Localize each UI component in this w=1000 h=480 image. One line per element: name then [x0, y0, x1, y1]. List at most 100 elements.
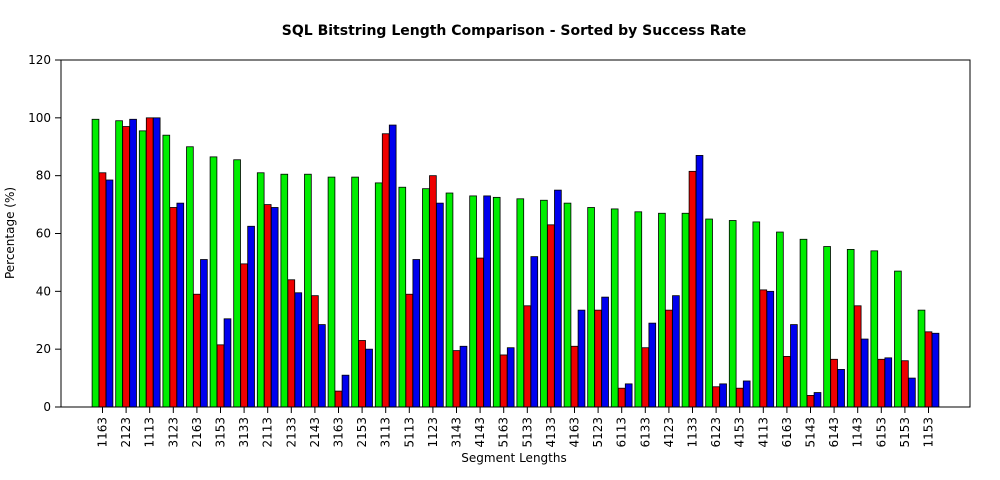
- bar-series1-1143: [846, 248, 855, 408]
- bar-series2-1163: [98, 172, 107, 408]
- bar-series2-3123: [169, 207, 178, 408]
- x-tick-label: 5133: [520, 417, 534, 448]
- bar-series2-5163: [499, 354, 508, 408]
- bar-series1-2113: [256, 172, 265, 408]
- bar-series2-6123: [712, 386, 720, 408]
- bar-series1-4113: [752, 221, 761, 408]
- bar-series3-6153: [884, 357, 893, 408]
- bar-series1-5153: [894, 270, 902, 408]
- x-tick-label: 3113: [379, 417, 393, 448]
- bar-series2-2123: [122, 126, 130, 408]
- x-tick-label: 3143: [450, 417, 464, 448]
- x-tick-label: 4113: [756, 417, 770, 448]
- x-tick-label: 4163: [568, 417, 582, 448]
- bar-series2-5153: [901, 360, 909, 408]
- x-tick-label: 2113: [261, 417, 275, 448]
- bar-series3-1163: [105, 179, 114, 408]
- x-tick-label: 2163: [190, 417, 204, 448]
- bar-series1-4163: [563, 202, 572, 408]
- bars-group: [91, 117, 940, 408]
- y-axis-label: Percentage (%): [3, 187, 17, 279]
- bar-series2-6143: [830, 358, 838, 408]
- bar-series1-6133: [634, 211, 643, 408]
- bar-series1-1113: [138, 130, 147, 408]
- x-tick-label: 4123: [662, 417, 676, 448]
- bar-series3-3163: [341, 374, 350, 408]
- bar-series1-5133: [516, 198, 525, 408]
- bar-series1-2133: [280, 173, 289, 408]
- bar-series1-1163: [91, 118, 100, 408]
- x-tick-label: 6163: [780, 417, 794, 448]
- bar-series1-3113: [374, 182, 383, 408]
- bar-series2-4143: [476, 257, 484, 408]
- bar-series1-1123: [422, 188, 430, 408]
- y-tick-label: 100: [28, 111, 51, 125]
- bar-series3-2143: [318, 324, 326, 408]
- bar-series1-5113: [398, 186, 407, 408]
- bar-series3-5133: [530, 256, 539, 408]
- bar-series3-4153: [742, 380, 751, 408]
- x-tick-label: 6143: [827, 417, 841, 448]
- x-tick-label: 3123: [166, 417, 180, 448]
- bar-series3-3123: [176, 202, 185, 408]
- bar-series1-5163: [492, 196, 501, 408]
- bar-series2-3153: [216, 344, 225, 408]
- bar-series3-2113: [270, 207, 279, 408]
- bar-series1-2153: [351, 176, 359, 408]
- bar-series3-5123: [601, 296, 609, 408]
- x-tick-label: 4153: [733, 417, 747, 448]
- bar-series2-5143: [806, 395, 815, 408]
- y-tick-label: 20: [36, 342, 51, 356]
- bar-series3-1133: [695, 155, 704, 408]
- bar-series1-1133: [681, 212, 690, 408]
- bar-series3-1123: [436, 202, 444, 408]
- bar-series2-3163: [334, 390, 343, 408]
- x-tick-label: 5153: [898, 417, 912, 448]
- bar-series3-2123: [129, 118, 137, 408]
- bar-series2-1143: [853, 305, 862, 408]
- bar-series3-6163: [790, 324, 798, 408]
- x-tick-label: 2153: [355, 417, 369, 448]
- bar-series1-3133: [233, 159, 241, 408]
- bar-series3-2163: [200, 259, 208, 408]
- bar-series2-6153: [877, 358, 886, 408]
- bar-series1-6123: [705, 218, 713, 408]
- bar-series1-3123: [162, 134, 171, 408]
- y-axis: 0 20 40 60 80 100 120: [28, 53, 61, 414]
- x-tick-label: 1153: [922, 417, 936, 448]
- bar-series2-3133: [240, 263, 248, 408]
- bar-series3-6143: [837, 369, 845, 408]
- bar-series2-6113: [617, 387, 626, 408]
- y-tick-label: 80: [36, 169, 51, 183]
- bar-series2-6133: [641, 347, 650, 408]
- bar-series3-4143: [483, 195, 491, 408]
- x-tick-label: 1123: [426, 417, 440, 448]
- x-tick-label: 5123: [591, 417, 605, 448]
- bar-series2-5133: [523, 305, 532, 408]
- bar-series3-1153: [931, 332, 940, 408]
- bar-series3-6123: [719, 383, 727, 408]
- bar-series1-4153: [728, 220, 737, 408]
- x-tick-label: 6133: [638, 417, 652, 448]
- bar-series3-2133: [294, 292, 303, 408]
- y-tick-label: 0: [43, 400, 51, 414]
- bar-series2-1153: [924, 331, 933, 408]
- bar-series3-3153: [223, 318, 232, 408]
- x-tick-label: 5143: [804, 417, 818, 448]
- x-tick-label: 1163: [96, 417, 110, 448]
- bar-series3-3113: [388, 124, 397, 408]
- bar-series2-3143: [452, 350, 461, 408]
- bar-series1-2123: [115, 120, 123, 408]
- bar-series1-2143: [304, 173, 312, 408]
- bar-series2-2133: [287, 279, 296, 408]
- bar-series2-2113: [263, 204, 272, 408]
- bar-series3-6113: [624, 383, 633, 408]
- bar-series2-2163: [193, 293, 201, 408]
- bar-series2-4133: [547, 224, 555, 408]
- bar-series1-3153: [209, 156, 218, 408]
- bar-series3-3143: [459, 345, 468, 408]
- bar-series3-5163: [506, 347, 515, 408]
- x-tick-label: 5113: [402, 417, 416, 448]
- x-tick-label: 6123: [709, 417, 723, 448]
- bar-series2-5123: [594, 309, 602, 408]
